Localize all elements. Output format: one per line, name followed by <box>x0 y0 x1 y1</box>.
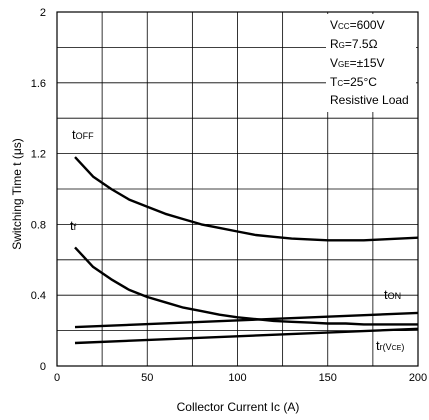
cond-tc: TC=25°C <box>330 75 377 89</box>
y-tick-label: 1.2 <box>31 149 46 161</box>
series-line-tf <box>74 246 418 326</box>
label-toff-sub: OFF <box>76 131 94 141</box>
cond-load: Resistive Load <box>330 93 409 107</box>
series-line-toff <box>74 156 419 242</box>
series-group <box>74 156 419 345</box>
cond-vge-sub: GE <box>338 60 350 69</box>
cond-vcc: VCC=600V <box>330 18 385 32</box>
x-tick-label: 0 <box>54 372 60 384</box>
x-tick-label: 100 <box>228 372 246 384</box>
series-line-ton <box>74 311 419 329</box>
y-tick-label: 0.8 <box>31 219 46 231</box>
label-tf: tf <box>70 218 77 233</box>
cond-vcc-sub: CC <box>338 22 350 31</box>
conditions-background <box>326 14 416 112</box>
label-tr: tr(VCE) <box>376 338 404 353</box>
cond-rg: RG=7.5Ω <box>330 37 378 51</box>
cond-rg-sub: G <box>339 41 345 50</box>
label-tr-subsub: CE <box>392 345 402 352</box>
y-tick-label: 0 <box>40 361 46 373</box>
y-tick-label: 2 <box>40 7 46 19</box>
plot-frame <box>56 11 419 367</box>
x-tick-label: 200 <box>409 372 427 384</box>
test-conditions: VCC=600V RG=7.5Ω VGE=±15V TC=25°C Resist… <box>326 14 416 112</box>
cond-vge: VGE=±15V <box>330 56 385 70</box>
x-tick-label: 50 <box>141 372 153 384</box>
y-axis-label: Switching Time t (μs) <box>10 138 24 250</box>
label-ton-sub: ON <box>388 291 402 301</box>
y-tick-label: 0.4 <box>31 290 46 302</box>
label-ton: tON <box>384 287 401 302</box>
label-tr-sub: r(VCE) <box>380 342 405 352</box>
y-tick-labels: 0 0.4 0.8 1.2 1.6 2 <box>31 7 46 373</box>
y-tick-label: 1.6 <box>31 78 46 90</box>
x-axis-label: Collector Current Ic (A) <box>177 400 300 414</box>
x-tick-labels: 0 50 100 150 200 <box>54 372 427 384</box>
label-tf-sub: f <box>74 222 77 232</box>
series-line-trvce <box>74 327 419 345</box>
cond-tc-sub: C <box>337 79 343 88</box>
label-toff: tOFF <box>72 127 94 142</box>
x-tick-label: 150 <box>319 372 337 384</box>
